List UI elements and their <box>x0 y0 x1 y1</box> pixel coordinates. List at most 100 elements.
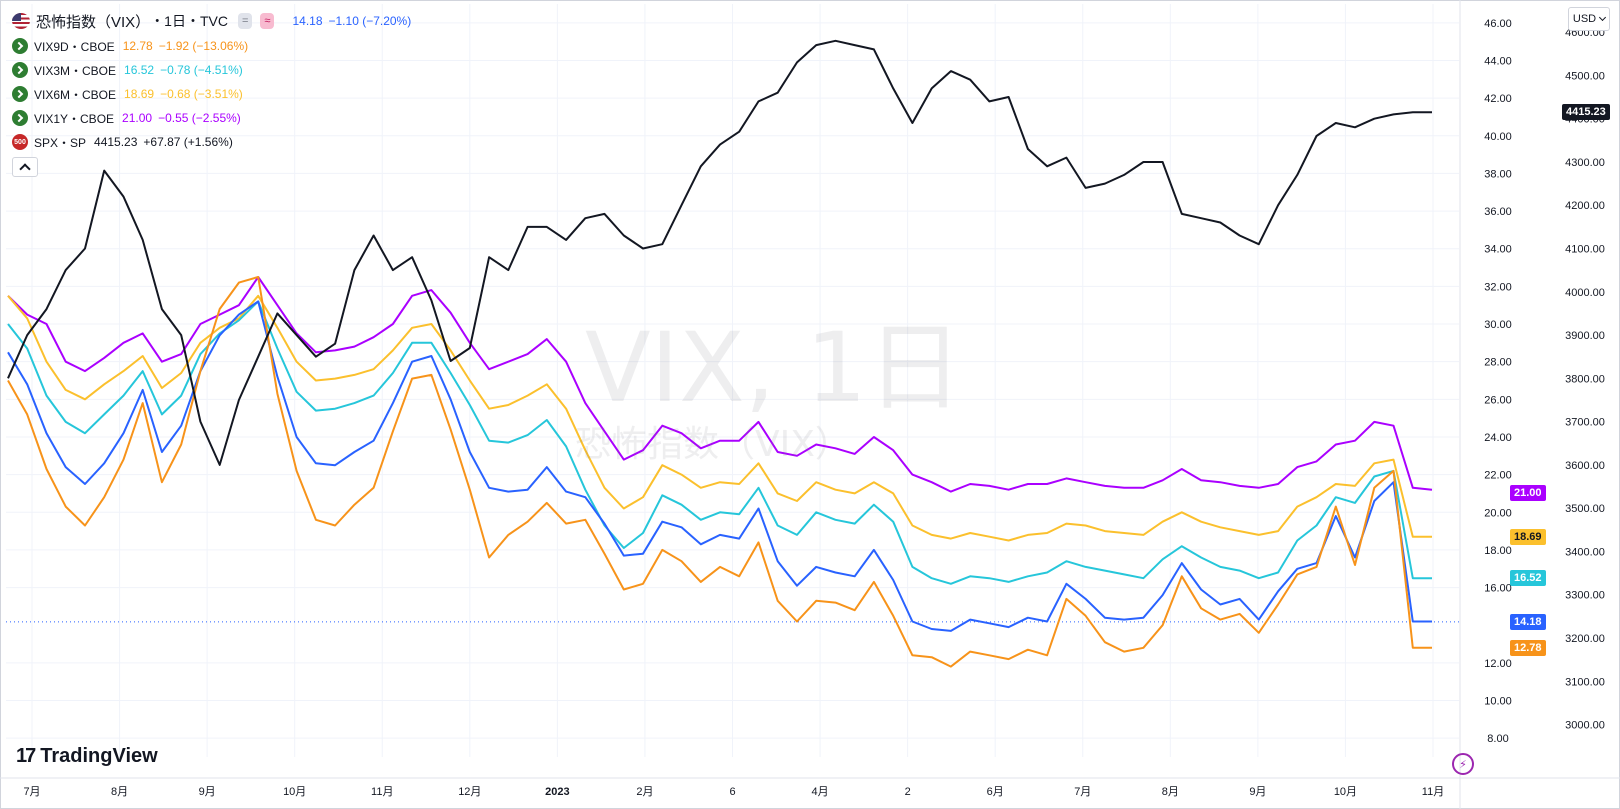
tv-logo-icon: 17 <box>16 745 36 767</box>
vix-tick-label: 30.00 <box>1484 319 1512 331</box>
vix-tick-label: 8.00 <box>1487 733 1508 745</box>
tradingview-logo[interactable]: 17 TradingView <box>16 745 158 768</box>
symbol-price: 14.18 <box>292 14 323 28</box>
spx-tick-label: 4100.00 <box>1565 244 1605 256</box>
x-tick-label: 9月 <box>1249 786 1266 798</box>
x-tick-label: 11月 <box>1422 786 1444 798</box>
legend-row-spx[interactable]: 500 SPX・SP 4415.23 +67.87 (+1.56%) <box>12 130 411 154</box>
x-tick-label: 2月 <box>636 786 653 798</box>
spx-tick-label: 4300.00 <box>1565 157 1605 169</box>
spx-tick-label: 3300.00 <box>1565 590 1605 602</box>
symbol-interval: ・1日・TVC <box>150 13 228 29</box>
legend-value: 4415.23 <box>94 135 138 149</box>
legend-row-vix1y[interactable]: VIX1Y・CBOE 21.00 −0.55 (−2.55%) <box>12 106 411 130</box>
series-line-spx[interactable] <box>7 39 1432 466</box>
series-line-vix9d[interactable] <box>7 276 1432 668</box>
legend-symbol: VIX6M・CBOE <box>34 87 117 102</box>
price-tag: 14.18 <box>1510 613 1546 630</box>
vix-tick-label: 20.00 <box>1484 507 1512 519</box>
x-tick-label: 2023 <box>545 786 569 798</box>
vix-tick-label: 34.00 <box>1484 244 1512 256</box>
vix-tick-label: 18.00 <box>1484 545 1512 557</box>
series-line-vix[interactable] <box>7 300 1432 632</box>
spx-tick-label: 4200.00 <box>1565 200 1605 212</box>
collapse-legend-button[interactable] <box>12 157 38 177</box>
legend-value: 12.78 <box>122 39 153 53</box>
vix-tick-label: 36.00 <box>1484 206 1512 218</box>
legend-symbol: VIX1Y・CBOE <box>34 111 115 126</box>
vix-tick-label: 24.00 <box>1484 432 1512 444</box>
x-tick-label: 9月 <box>199 786 216 798</box>
spx-tick-label: 3200.00 <box>1565 633 1605 645</box>
legend-row-vix3m[interactable]: VIX3M・CBOE 16.52 −0.78 (−4.51%) <box>12 58 411 82</box>
legend-symbol: VIX3M・CBOE <box>34 63 117 78</box>
lightning-icon[interactable]: ⚡ <box>1452 753 1474 775</box>
legend-change: +67.87 (+1.56%) <box>143 135 233 149</box>
hide-badge[interactable]: = <box>237 13 253 29</box>
series-line-vix3m[interactable] <box>7 300 1432 585</box>
green-arrow-icon <box>12 62 28 78</box>
price-tag: 18.69 <box>1510 528 1546 545</box>
vix-tick-label: 26.00 <box>1484 394 1512 406</box>
legend-row-vix9d[interactable]: VIX9D・CBOE 12.78 −1.92 (−13.06%) <box>12 34 411 58</box>
symbol-change: −1.10 (−7.20%) <box>328 14 412 28</box>
x-tick-label: 10月 <box>283 786 306 798</box>
price-tag: 21.00 <box>1510 485 1546 502</box>
logo-text: TradingView <box>40 745 158 767</box>
compare-badge[interactable]: ≈ <box>260 13 275 29</box>
vix-tick-label: 28.00 <box>1484 357 1512 369</box>
vix-tick-label: 16.00 <box>1484 583 1512 595</box>
spx-tick-label: 3000.00 <box>1565 720 1605 732</box>
legend-symbol: VIX9D・CBOE <box>34 39 115 54</box>
x-tick-label: 11月 <box>371 786 393 798</box>
500-icon: 500 <box>12 134 28 150</box>
legend: 恐怖指数（VIX） ・1日・TVC = ≈ 14.18 −1.10 (−7.20… <box>12 8 411 177</box>
legend-value: 18.69 <box>124 87 155 101</box>
chevron-up-icon <box>19 163 31 175</box>
legend-symbol: SPX・SP <box>34 135 87 150</box>
spx-tick-label: 3400.00 <box>1565 546 1605 558</box>
vix-tick-label: 22.00 <box>1484 470 1512 482</box>
legend-change: −0.68 (−3.51%) <box>160 87 243 101</box>
green-arrow-icon <box>12 38 28 54</box>
vix-tick-label: 42.00 <box>1484 93 1512 105</box>
x-tick-label: 2 <box>905 786 911 798</box>
spx-tick-label: 4500.00 <box>1565 70 1605 82</box>
legend-row-vix6m[interactable]: VIX6M・CBOE 18.69 −0.68 (−3.51%) <box>12 82 411 106</box>
vix-tick-label: 40.00 <box>1484 131 1512 143</box>
legend-change: −0.78 (−4.51%) <box>160 63 243 77</box>
vix-tick-label: 12.00 <box>1484 658 1512 670</box>
vix-tick-label: 46.00 <box>1484 18 1512 30</box>
spx-tick-label: 3800.00 <box>1565 373 1605 385</box>
spx-tick-label: 3900.00 <box>1565 330 1605 342</box>
spx-tick-label: 4000.00 <box>1565 287 1605 299</box>
x-tick-label: 7月 <box>23 786 40 798</box>
x-tick-label: 6 <box>729 786 735 798</box>
spx-tick-label: 3700.00 <box>1565 417 1605 429</box>
watermark-sub: 恐怖指数（VIX） <box>575 424 851 465</box>
us-flag-icon <box>12 13 30 29</box>
x-tick-label: 7月 <box>1074 786 1091 798</box>
vix-tick-label: 32.00 <box>1484 281 1512 293</box>
symbol-title: 恐怖指数（VIX） <box>36 13 151 31</box>
currency-selector[interactable]: USD <box>1568 7 1610 31</box>
series-line-vix1y[interactable] <box>7 276 1433 493</box>
watermark-main: VIX, 1日 <box>585 312 963 424</box>
spx-tick-label: 3100.00 <box>1565 676 1605 688</box>
legend-value: 21.00 <box>122 111 153 125</box>
vix-tick-label: 44.00 <box>1484 55 1512 67</box>
x-tick-label: 12月 <box>458 786 481 798</box>
vix-tick-label: 38.00 <box>1484 168 1512 180</box>
x-tick-label: 8月 <box>1162 786 1179 798</box>
price-tag: 4415.23 <box>1562 104 1610 121</box>
main-symbol-row[interactable]: 恐怖指数（VIX） ・1日・TVC = ≈ 14.18 −1.10 (−7.20… <box>12 8 411 34</box>
price-tag: 12.78 <box>1510 640 1546 657</box>
x-tick-label: 8月 <box>111 786 128 798</box>
vix-tick-label: 10.00 <box>1484 696 1512 708</box>
x-tick-label: 6月 <box>987 786 1004 798</box>
price-tag: 16.52 <box>1510 569 1546 586</box>
spx-tick-label: 3600.00 <box>1565 460 1605 472</box>
x-tick-label: 4月 <box>812 786 829 798</box>
x-tick-label: 10月 <box>1334 786 1357 798</box>
